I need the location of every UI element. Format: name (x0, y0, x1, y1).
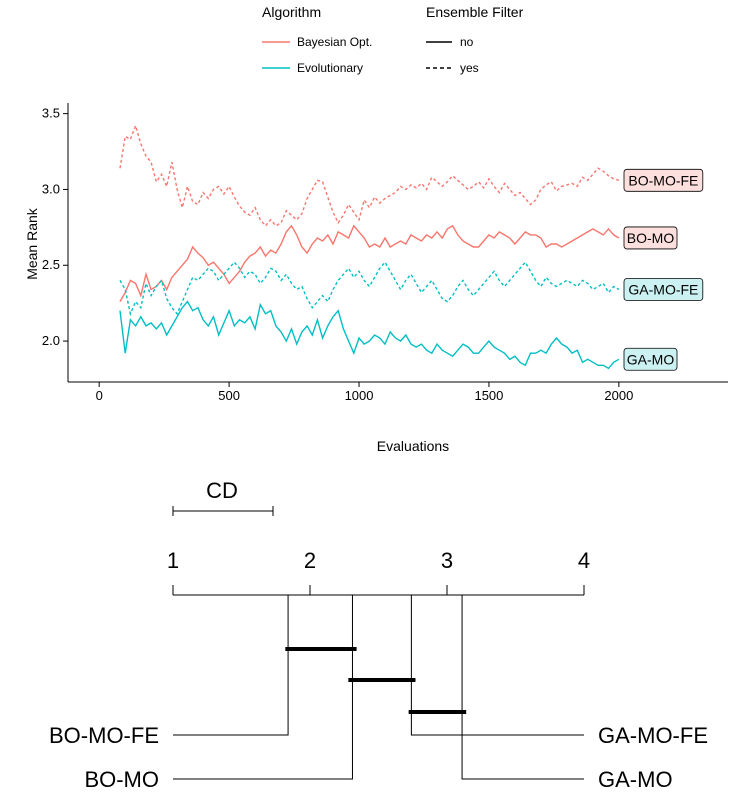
series-line-bo-mo (119, 224, 620, 302)
cd-tick-label: 3 (441, 548, 453, 573)
cd-rank-ga-mo: GA-MO (461, 595, 673, 792)
cd-label: CD (206, 478, 238, 503)
series-label-bo-mo-fe: BO-MO-FE (623, 168, 704, 192)
series-labels: BO-MO-FE BO-MO GA-MO-FE GA-MO (623, 168, 704, 371)
line-chart: 2.02.53.03.5 0 500 1000 1500 2000 BO-MO-FEBO… (24, 103, 728, 454)
series-label-text: BO-MO (627, 230, 675, 246)
series-label-box (623, 278, 704, 301)
series-label-box (623, 168, 704, 192)
cd-cliques (285, 647, 467, 714)
series-label-ga-mo: GA-MO (623, 347, 678, 371)
series-line-bo-mo-fe (119, 123, 620, 227)
cd-rank-line (410, 595, 584, 736)
legend-label-bayesian: Bayesian Opt. (297, 35, 372, 49)
cd-rank-bo-mo-fe: BO-MO-FE (49, 595, 289, 748)
x-tick-label: 1000 (345, 388, 374, 403)
cd-tick-label: 4 (578, 548, 590, 573)
cd-rank-line (461, 595, 584, 780)
legend-title-ensemble-filter: Ensemble Filter (426, 4, 524, 20)
cd-rank-label: GA-MO (598, 767, 673, 792)
x-tick-label: 500 (218, 388, 240, 403)
x-ticks: 0 500 1000 1500 2000 (96, 382, 633, 403)
cd-bar (172, 506, 274, 516)
series-line-ga-mo-fe (119, 260, 620, 317)
y-ticks: 2.0 2.5 3.0 3.5 (42, 106, 68, 348)
legend-label-no: no (460, 35, 474, 49)
y-tick-label: 3.5 (42, 106, 60, 121)
series-label-box (623, 226, 678, 250)
cd-rank-label: BO-MO (84, 767, 159, 792)
series-label-text: GA-MO (627, 351, 675, 367)
cd-tick-label: 1 (167, 548, 179, 573)
legend-label-yes: yes (460, 61, 479, 75)
series-label-text: BO-MO-FE (628, 172, 698, 188)
cd-ticks: 1 2 3 4 (167, 548, 590, 595)
series-label-ga-mo-fe: GA-MO-FE (623, 278, 704, 301)
x-tick-label: 0 (96, 388, 103, 403)
y-axis-title: Mean Rank (24, 207, 40, 280)
y-tick-label: 2.5 (42, 257, 60, 272)
x-axis-title: Evaluations (377, 438, 449, 454)
cd-rank-bo-mo: BO-MO (84, 595, 353, 792)
cd-rank-line (173, 595, 353, 780)
cd-rank-label: GA-MO-FE (598, 723, 708, 748)
series-lines (119, 123, 620, 370)
cd-ranks: BO-MO-FE BO-MO GA-MO-FE GA-MO (49, 595, 708, 792)
x-tick-label: 1500 (474, 388, 503, 403)
series-label-bo-mo: BO-MO (623, 226, 678, 250)
series-line-ga-mo (119, 300, 620, 370)
series-label-text: GA-MO-FE (628, 282, 698, 298)
cd-rank-line (173, 595, 289, 736)
cd-tick-label: 2 (304, 548, 316, 573)
x-tick-label: 2000 (604, 388, 633, 403)
y-tick-label: 3.0 (42, 181, 60, 196)
y-tick-label: 2.0 (42, 333, 60, 348)
legend-label-evolutionary: Evolutionary (297, 61, 363, 75)
legend: Algorithm Bayesian Opt. Evolutionary Ens… (262, 4, 524, 75)
legend-title-algorithm: Algorithm (262, 4, 321, 20)
cd-diagram: CD 1 2 3 4 BO-MO-FE BO-MO GA-MO-FE GA-MO (49, 478, 708, 792)
cd-rank-label: BO-MO-FE (49, 723, 159, 748)
series-label-box (623, 347, 678, 371)
cd-rank-ga-mo-fe: GA-MO-FE (410, 595, 708, 748)
